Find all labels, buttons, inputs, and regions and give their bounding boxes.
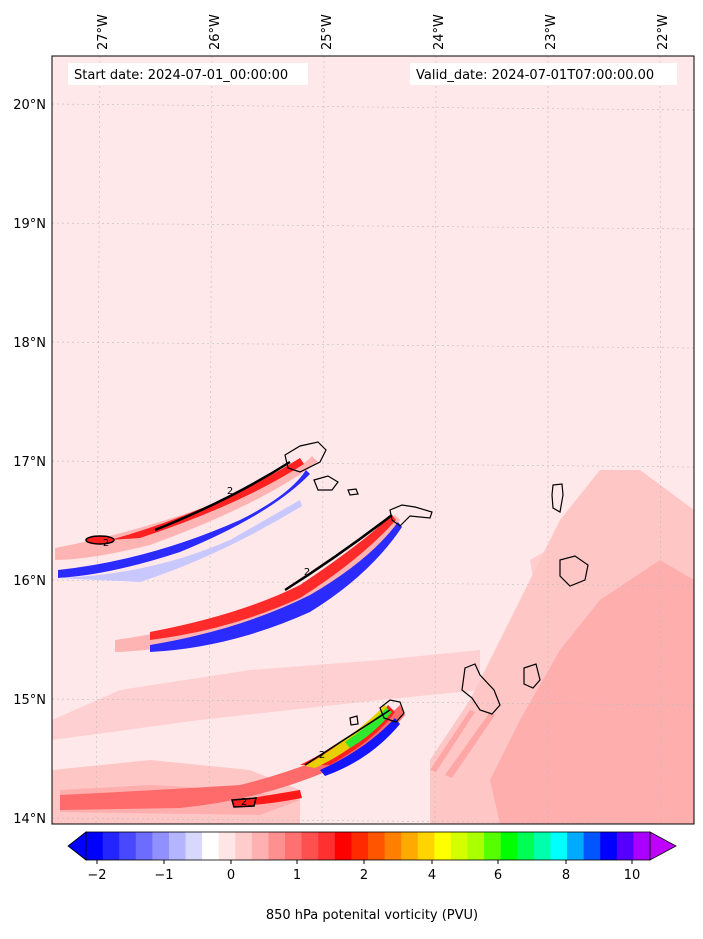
lat-label: 17°N [13, 455, 46, 470]
valid-date-box [410, 63, 677, 85]
island-santa-luzia [347, 488, 359, 496]
colorbar-swatch [235, 832, 253, 860]
island-sao-nicolau [389, 504, 433, 527]
start-date-label: Start date: 2024-07-01_00:00:00 [74, 68, 288, 83]
lon-label: 23°W [544, 14, 559, 50]
island-sal [551, 483, 564, 513]
contour-label: 2 [241, 797, 247, 808]
colorbar-swatch [268, 832, 286, 860]
colorbar-swatch [251, 832, 269, 860]
colorbar-swatch [334, 832, 352, 860]
island-outlines [284, 441, 589, 726]
colorbar-tick-label: 10 [624, 868, 641, 883]
colorbar-swatch [285, 832, 303, 860]
island-maio [523, 663, 541, 689]
colorbar-swatch [567, 832, 585, 860]
colorbar-tick-label: −2 [87, 868, 106, 883]
start-date-box [68, 63, 308, 85]
colorbar-frame [85, 831, 651, 861]
colorbar-swatch [434, 832, 452, 860]
pv-streamer-middle: 2 [115, 514, 402, 652]
colorbar-tick-label: 8 [562, 868, 570, 883]
gridlines [52, 56, 694, 824]
lon-label: 27°W [96, 14, 111, 50]
colorbar-ticks: −2 −1 0 1 2 4 6 8 10 [87, 860, 640, 883]
colorbar-swatch [484, 832, 502, 860]
island-boa-vista [559, 555, 589, 587]
lon-label: 26°W [208, 14, 223, 50]
lat-label: 20°N [13, 98, 46, 113]
valid-date-label: Valid_date: 2024-07-01T07:00:00.00 [416, 68, 654, 83]
island-santiago [461, 663, 501, 715]
colorbar-tick-label: 0 [227, 868, 235, 883]
pv-streamer-south: 2 2 [60, 705, 405, 810]
island-fogo [379, 699, 405, 723]
contour-label: 2 [319, 750, 325, 761]
colorbar-tick-label: 6 [494, 868, 502, 883]
colorbar-swatch [417, 832, 435, 860]
colorbar-swatch [450, 832, 469, 860]
colorbar-swatch [467, 832, 485, 860]
lat-label: 15°N [13, 693, 46, 708]
contour-label: 2 [304, 567, 310, 578]
colorbar-swatch [600, 832, 618, 860]
colorbar-swatch [218, 832, 236, 860]
colorbar-swatch [119, 832, 137, 860]
colorbar-tick-label: 2 [360, 868, 368, 883]
island-santo-antao [284, 441, 327, 473]
map-panel: 2 2 2 2 2 [52, 56, 694, 824]
colorbar-swatch [185, 832, 203, 860]
colorbar-tick-label: −1 [154, 868, 173, 883]
colorbar-tick-label: 1 [293, 868, 301, 883]
lat-label: 16°N [13, 574, 46, 589]
colorbar-swatch [583, 832, 601, 860]
map-frame [51, 55, 695, 825]
colorbar-swatch [384, 832, 402, 860]
island-brava [349, 715, 359, 726]
colorbar-swatch [533, 832, 551, 860]
contour-label: 2 [103, 538, 109, 549]
colorbar-swatch [301, 832, 319, 860]
lon-label: 25°W [320, 14, 335, 50]
lat-label: 18°N [13, 336, 46, 351]
colorbar-swatch [351, 832, 369, 860]
colorbar-swatch [616, 832, 634, 860]
colorbar-label: 850 hPa potenital vorticity (PVU) [266, 908, 478, 923]
colorbar-over-arrow [649, 831, 677, 861]
colorbar-swatch [500, 832, 518, 860]
colorbar-swatch [102, 832, 120, 860]
colorbar-under-arrow [67, 831, 87, 861]
pv-streamer-north: 2 2 [55, 456, 318, 582]
lat-label: 19°N [13, 217, 46, 232]
colorbar-swatch [318, 832, 336, 860]
contour-label: 2 [227, 486, 233, 497]
colorbar-swatch [86, 832, 104, 860]
lon-label: 24°W [432, 14, 447, 50]
colorbar [67, 831, 677, 861]
lat-label: 14°N [13, 812, 46, 827]
colorbar-swatch [168, 832, 187, 860]
colorbar-swatch [152, 832, 170, 860]
colorbar-swatch [401, 832, 419, 860]
island-sao-vicente [313, 475, 339, 491]
colorbar-swatch [633, 832, 651, 860]
colorbar-swatch [550, 832, 568, 860]
pv-streaks [430, 710, 495, 778]
colorbar-swatch [135, 832, 153, 860]
colorbar-swatch [517, 832, 535, 860]
colorbar-tick-label: 4 [428, 868, 436, 883]
longitude-labels: 27°W 26°W 25°W 24°W 23°W 22°W [96, 14, 671, 50]
lon-label: 22°W [656, 14, 671, 50]
latitude-labels: 20°N 19°N 18°N 17°N 16°N 15°N 14°N [13, 98, 46, 827]
colorbar-swatch [368, 832, 386, 860]
colorbar-swatch [202, 832, 220, 860]
